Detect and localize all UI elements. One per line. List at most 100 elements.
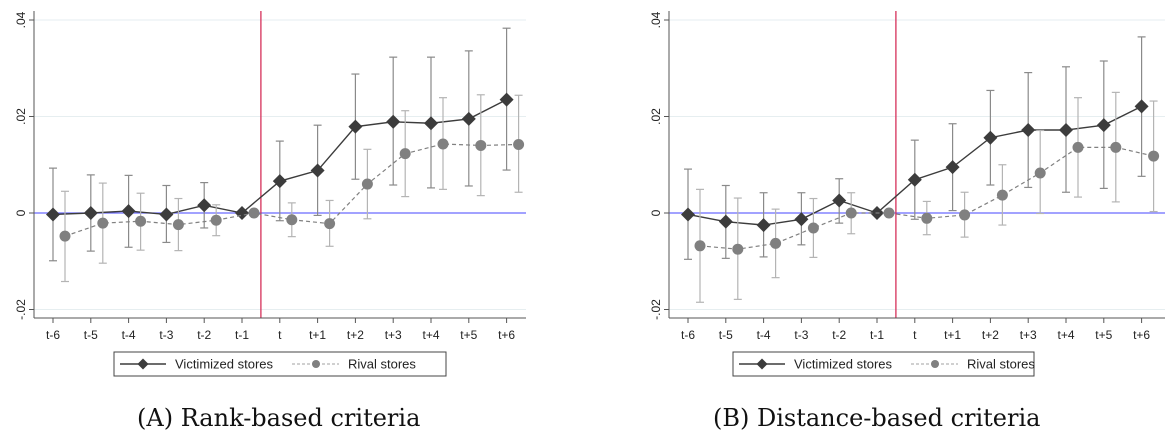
rival-stores-point bbox=[959, 209, 971, 221]
x-tick-label: t+5 bbox=[1095, 328, 1112, 342]
victimized-stores-point bbox=[197, 198, 212, 213]
rival-stores-point bbox=[437, 138, 449, 150]
victimized-stores-point bbox=[272, 174, 287, 189]
victimized-stores-point bbox=[310, 163, 325, 178]
x-tick-label: t-4 bbox=[122, 328, 136, 342]
x-tick-label: t bbox=[913, 328, 917, 342]
rival-stores-point bbox=[248, 207, 260, 219]
rival-stores-point bbox=[1110, 141, 1122, 153]
x-tick-label: t-2 bbox=[832, 328, 846, 342]
legend-rival-label: Rival stores bbox=[967, 357, 1035, 372]
legend-rival-label: Rival stores bbox=[348, 357, 416, 372]
victimized-stores-point bbox=[681, 207, 695, 222]
y-tick-label: -.02 bbox=[14, 299, 28, 320]
victimized-stores-point bbox=[718, 214, 733, 229]
rival-stores-point bbox=[286, 214, 298, 226]
legend-victimized-marker bbox=[137, 358, 149, 370]
x-tick-label: t+2 bbox=[982, 328, 999, 342]
rival-stores-point bbox=[732, 243, 744, 255]
x-tick-label: t-5 bbox=[719, 328, 733, 342]
rival-stores-point bbox=[324, 218, 336, 230]
victimized-stores-point bbox=[499, 92, 514, 107]
x-tick-label: t-6 bbox=[46, 328, 60, 342]
x-tick-label: t+3 bbox=[385, 328, 402, 342]
rival-stores-point bbox=[59, 230, 71, 242]
legend-victimized-marker bbox=[756, 358, 768, 370]
rival-stores-point bbox=[210, 214, 222, 226]
y-tick-label: .02 bbox=[14, 108, 28, 125]
rival-stores-point bbox=[135, 215, 147, 227]
victimized-stores-point bbox=[945, 160, 960, 175]
victimized-stores-point bbox=[424, 116, 438, 131]
x-tick-label: t+1 bbox=[309, 328, 326, 342]
x-tick-label: t-4 bbox=[757, 328, 771, 342]
y-tick-label: .04 bbox=[14, 11, 28, 28]
legend: Victimized stores Rival stores bbox=[732, 351, 1035, 377]
victimized-stores-point bbox=[794, 212, 809, 227]
y-tick-label: 0 bbox=[14, 209, 28, 216]
rival-stores-point bbox=[399, 148, 411, 160]
rival-stores-point bbox=[475, 139, 487, 151]
panel-b: -.02 0 .02 .04 t-6 t-5 t-4 t-3 t-2 t-1 t t+1 t+2 t+3 t… bbox=[649, 11, 1165, 377]
victimized-stores-point bbox=[461, 111, 476, 126]
caption-b: (B) Distance-based criteria bbox=[713, 404, 1041, 432]
y-tick-label: -.02 bbox=[649, 299, 663, 320]
rival-stores-point bbox=[513, 138, 525, 150]
rival-stores-point bbox=[1072, 141, 1084, 153]
victimized-stores-point bbox=[159, 207, 174, 222]
victimized-stores-point bbox=[386, 114, 401, 129]
x-tick-label: t-5 bbox=[84, 328, 98, 342]
x-tick-label: t+1 bbox=[944, 328, 961, 342]
x-tick-label: t+2 bbox=[347, 328, 364, 342]
legend-victimized-label: Victimized stores bbox=[175, 357, 274, 372]
panel-a: -.02 0 .02 .04 t-6 t-5 t-4 t-3 t-2 t-1 t t+1 t+2 t+3 t… bbox=[14, 11, 526, 377]
victimized-stores-point bbox=[832, 193, 847, 208]
x-tick-label: t+4 bbox=[422, 328, 439, 342]
caption-a: (A) Rank-based criteria bbox=[137, 404, 421, 432]
victimized-stores-point bbox=[1021, 123, 1036, 138]
rival-stores-point bbox=[807, 222, 819, 234]
victimized-stores-point bbox=[1096, 118, 1111, 133]
rival-stores-point bbox=[694, 240, 706, 252]
victimized-stores-point bbox=[1059, 123, 1073, 138]
x-tick-label: t-6 bbox=[681, 328, 695, 342]
rival-stores-point bbox=[996, 189, 1008, 201]
rival-stores-point bbox=[1034, 167, 1046, 179]
rival-stores-point bbox=[1148, 150, 1160, 162]
victimized-stores-point bbox=[348, 119, 363, 134]
rival-stores-point bbox=[845, 207, 857, 219]
victimized-stores-point bbox=[46, 207, 60, 222]
y-tick-label: .04 bbox=[649, 11, 663, 28]
victimized-stores-point bbox=[121, 204, 136, 219]
x-tick-label: t-1 bbox=[870, 328, 884, 342]
x-tick-label: t bbox=[278, 328, 282, 342]
rival-stores-point bbox=[883, 207, 895, 219]
x-tick-label: t+6 bbox=[498, 328, 515, 342]
rival-stores-point bbox=[921, 212, 933, 224]
rival-stores-point bbox=[97, 217, 109, 229]
rival-stores-point bbox=[770, 237, 782, 249]
y-tick-label: 0 bbox=[649, 209, 663, 216]
victimized-stores-point bbox=[983, 130, 998, 145]
y-tick-label: .02 bbox=[649, 108, 663, 125]
rival-stores-point bbox=[361, 178, 373, 190]
victimized-stores-point bbox=[1134, 99, 1149, 114]
x-tick-label: t-2 bbox=[197, 328, 211, 342]
legend-victimized-label: Victimized stores bbox=[794, 357, 893, 372]
legend-rival-marker bbox=[312, 360, 320, 368]
legend-box bbox=[113, 351, 447, 377]
legend: Victimized stores Rival stores bbox=[113, 351, 447, 377]
x-tick-label: t-1 bbox=[235, 328, 249, 342]
victimized-stores-point bbox=[756, 218, 771, 233]
x-tick-label: t+6 bbox=[1133, 328, 1150, 342]
x-tick-label: t+4 bbox=[1057, 328, 1074, 342]
legend-rival-marker bbox=[931, 360, 939, 368]
x-tick-label: t-3 bbox=[794, 328, 808, 342]
rival-stores-point bbox=[172, 219, 184, 231]
x-tick-label: t-3 bbox=[159, 328, 173, 342]
x-tick-label: t+5 bbox=[460, 328, 477, 342]
victimized-stores-point bbox=[907, 172, 922, 187]
x-tick-label: t+3 bbox=[1020, 328, 1037, 342]
victimized-stores-point bbox=[83, 206, 98, 220]
